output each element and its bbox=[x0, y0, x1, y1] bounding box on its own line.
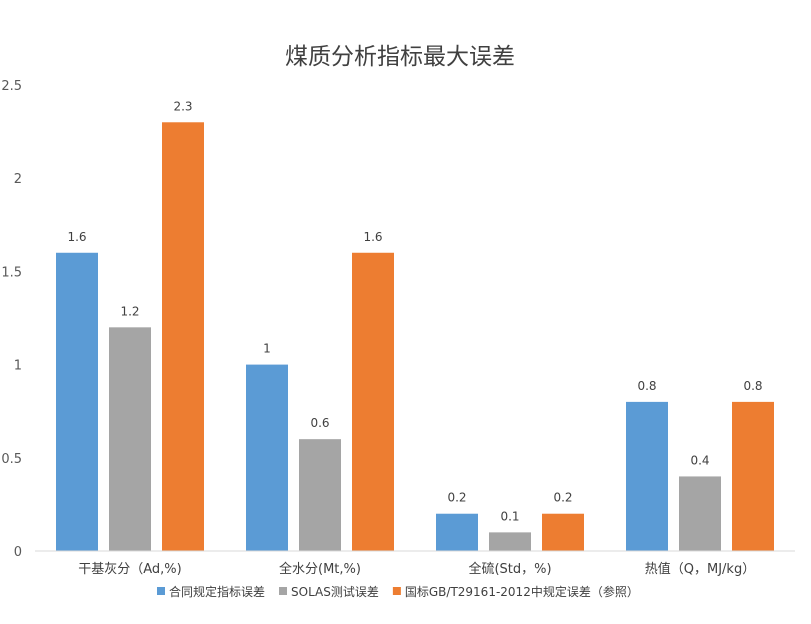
legend-label: 合同规定指标误差 bbox=[169, 584, 265, 599]
bar bbox=[626, 401, 668, 551]
data-label: 0.8 bbox=[637, 379, 656, 393]
y-tick-label: 1 bbox=[14, 359, 22, 374]
x-axis: 干基灰分（Ad,%) 全水分(Mt,%) 全硫(Std，%) 热值（Q，MJ/kg） bbox=[35, 550, 795, 577]
legend: 合同规定指标误差 SOLAS测试误差 国标GB/T29161-2012中规定误差（参… bbox=[157, 584, 639, 599]
data-label: 0.6 bbox=[310, 416, 329, 430]
chart-title: 煤质分析指标最大误差 bbox=[285, 44, 515, 70]
data-label: 0.1 bbox=[500, 509, 519, 523]
bar bbox=[246, 364, 288, 551]
bar bbox=[679, 476, 721, 551]
data-label: 2.3 bbox=[173, 99, 192, 113]
legend-swatch bbox=[279, 587, 288, 595]
bar bbox=[56, 252, 98, 551]
x-tick-label: 干基灰分（Ad,%) bbox=[78, 562, 181, 577]
x-tick-label: 全硫(Std，%) bbox=[468, 561, 551, 577]
data-label: 0.8 bbox=[743, 379, 762, 393]
y-tick-label: 1.5 bbox=[1, 265, 22, 280]
data-label: 0.4 bbox=[690, 453, 709, 467]
data-label: 0.2 bbox=[447, 491, 466, 505]
bar bbox=[109, 327, 151, 551]
data-label: 1.2 bbox=[120, 304, 139, 318]
legend-label: SOLAS测试误差 bbox=[291, 584, 379, 599]
bar bbox=[299, 439, 341, 551]
data-label: 0.2 bbox=[553, 491, 572, 505]
y-tick-label: 0.5 bbox=[1, 452, 22, 467]
y-tick-label: 2.5 bbox=[1, 79, 22, 94]
bar bbox=[162, 122, 204, 551]
legend-label: 国标GB/T29161-2012中规定误差（参照） bbox=[405, 584, 639, 599]
legend-swatch bbox=[157, 587, 165, 595]
x-tick-label: 热值（Q，MJ/kg） bbox=[645, 561, 755, 577]
y-tick-label: 2 bbox=[14, 172, 22, 187]
y-tick-label: 0 bbox=[14, 545, 22, 560]
bar bbox=[352, 252, 394, 551]
data-label: 1.6 bbox=[363, 230, 382, 244]
bars-group: 1.6 1.2 2.3 1 0.6 1.6 0.2 0.1 0.2 0.8 0.4 0.8 bbox=[56, 99, 774, 551]
data-label: 1 bbox=[263, 342, 271, 356]
bar bbox=[489, 532, 531, 551]
bar bbox=[542, 513, 584, 551]
bar bbox=[732, 401, 774, 551]
x-tick-label: 全水分(Mt,%) bbox=[279, 561, 361, 577]
data-label: 1.6 bbox=[67, 230, 86, 244]
legend-swatch bbox=[392, 587, 401, 595]
y-axis: 0 0.5 1 1.5 2 2.5 bbox=[1, 79, 22, 560]
bar bbox=[436, 513, 478, 551]
